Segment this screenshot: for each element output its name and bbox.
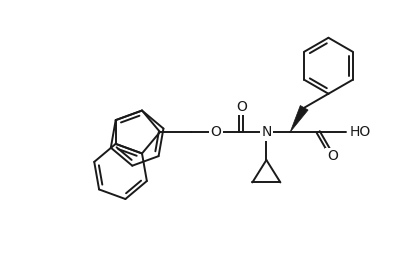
- Text: O: O: [210, 125, 222, 139]
- Text: O: O: [327, 149, 338, 163]
- Text: N: N: [261, 125, 272, 139]
- Text: O: O: [236, 100, 247, 114]
- Polygon shape: [290, 106, 308, 132]
- Text: HO: HO: [350, 125, 371, 139]
